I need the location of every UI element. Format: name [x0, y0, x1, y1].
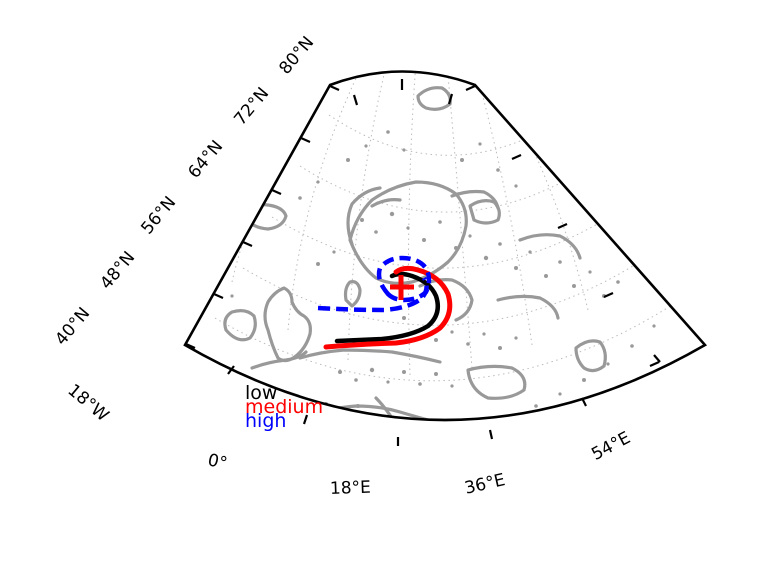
ticks-left — [185, 84, 340, 350]
gridlines-parallels — [214, 109, 681, 382]
map-background — [185, 71, 705, 420]
series-high-curve-loop — [376, 255, 432, 303]
legend-item-medium: medium — [245, 396, 324, 418]
series-high-curve-west — [317, 276, 429, 313]
legend-item-high: high — [245, 410, 287, 432]
map-border — [183, 70, 708, 422]
ticks-top — [352, 79, 454, 106]
axis-label-lon-18e: 18°E — [329, 477, 372, 499]
series-low-curve — [334, 271, 440, 344]
ticks-right — [465, 84, 660, 368]
legend-item-low: low — [245, 382, 278, 404]
ticks-bottom — [227, 354, 661, 446]
center-marker-icon — [390, 275, 414, 300]
coastlines — [194, 86, 607, 420]
series-medium-curve — [323, 265, 453, 350]
